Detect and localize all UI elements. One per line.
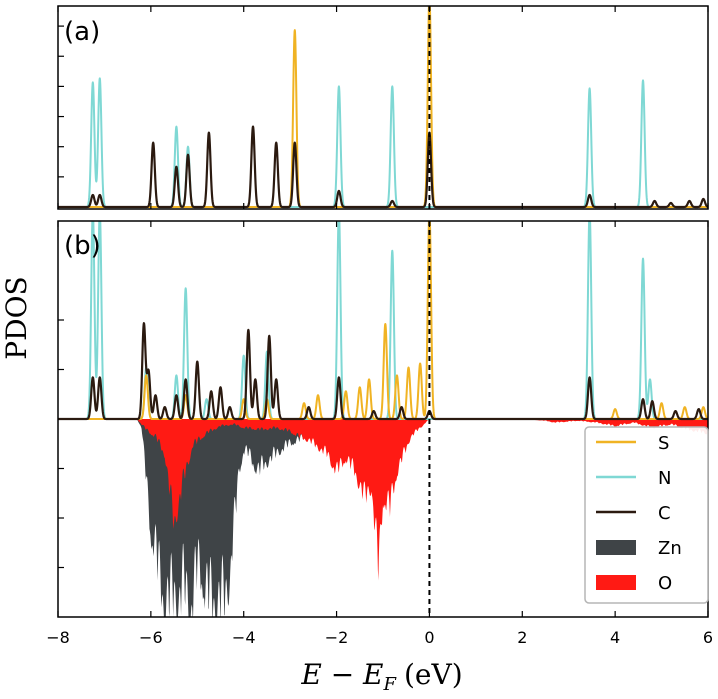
legend-swatch-o xyxy=(596,575,636,590)
legend-label-c: C xyxy=(658,503,671,524)
panel-a-label: (a) xyxy=(64,17,100,47)
series-c-line xyxy=(58,125,708,209)
x-tick-label: −8 xyxy=(46,628,70,647)
x-axis-title-sub: F xyxy=(383,674,398,695)
x-tick-label: −6 xyxy=(139,628,163,647)
x-axis-title: E − EF (eV) xyxy=(300,658,462,695)
x-tick-label: −2 xyxy=(325,628,349,647)
x-tick-label: 4 xyxy=(610,628,620,647)
x-axis-title-unit: (eV) xyxy=(404,658,463,691)
x-tick-label: 2 xyxy=(517,628,527,647)
panel-b-plot-area xyxy=(58,221,708,617)
x-tick-labels: −8 −6 −4 −2 0 2 4 6 xyxy=(46,628,713,647)
panel-a xyxy=(57,5,709,210)
x-tick-label: −4 xyxy=(232,628,256,647)
panel-a-plot-area xyxy=(58,6,708,209)
legend-label-o: O xyxy=(658,573,672,594)
panel-b-frame xyxy=(57,220,709,618)
legend-frame xyxy=(584,426,709,604)
legend-swatch-zn xyxy=(596,540,636,555)
legend-label-s: S xyxy=(658,433,669,454)
x-axis-title-main: E − E xyxy=(300,658,383,691)
legend-label-zn: Zn xyxy=(658,538,682,559)
x-tick-label: 0 xyxy=(424,628,434,647)
legend-label-n: N xyxy=(658,468,671,489)
y-axis-title: PDOS xyxy=(0,276,33,359)
series-c-line xyxy=(58,322,708,421)
series-o-fill xyxy=(58,419,708,581)
series-s-line xyxy=(58,221,708,420)
series-zn-fill xyxy=(58,419,708,617)
x-tick-label: 6 xyxy=(703,628,713,647)
panel-b xyxy=(57,220,709,618)
panel-a-frame xyxy=(57,5,709,210)
panel-b-label: (b) xyxy=(64,231,101,261)
legend: S N C Zn O xyxy=(584,426,709,604)
